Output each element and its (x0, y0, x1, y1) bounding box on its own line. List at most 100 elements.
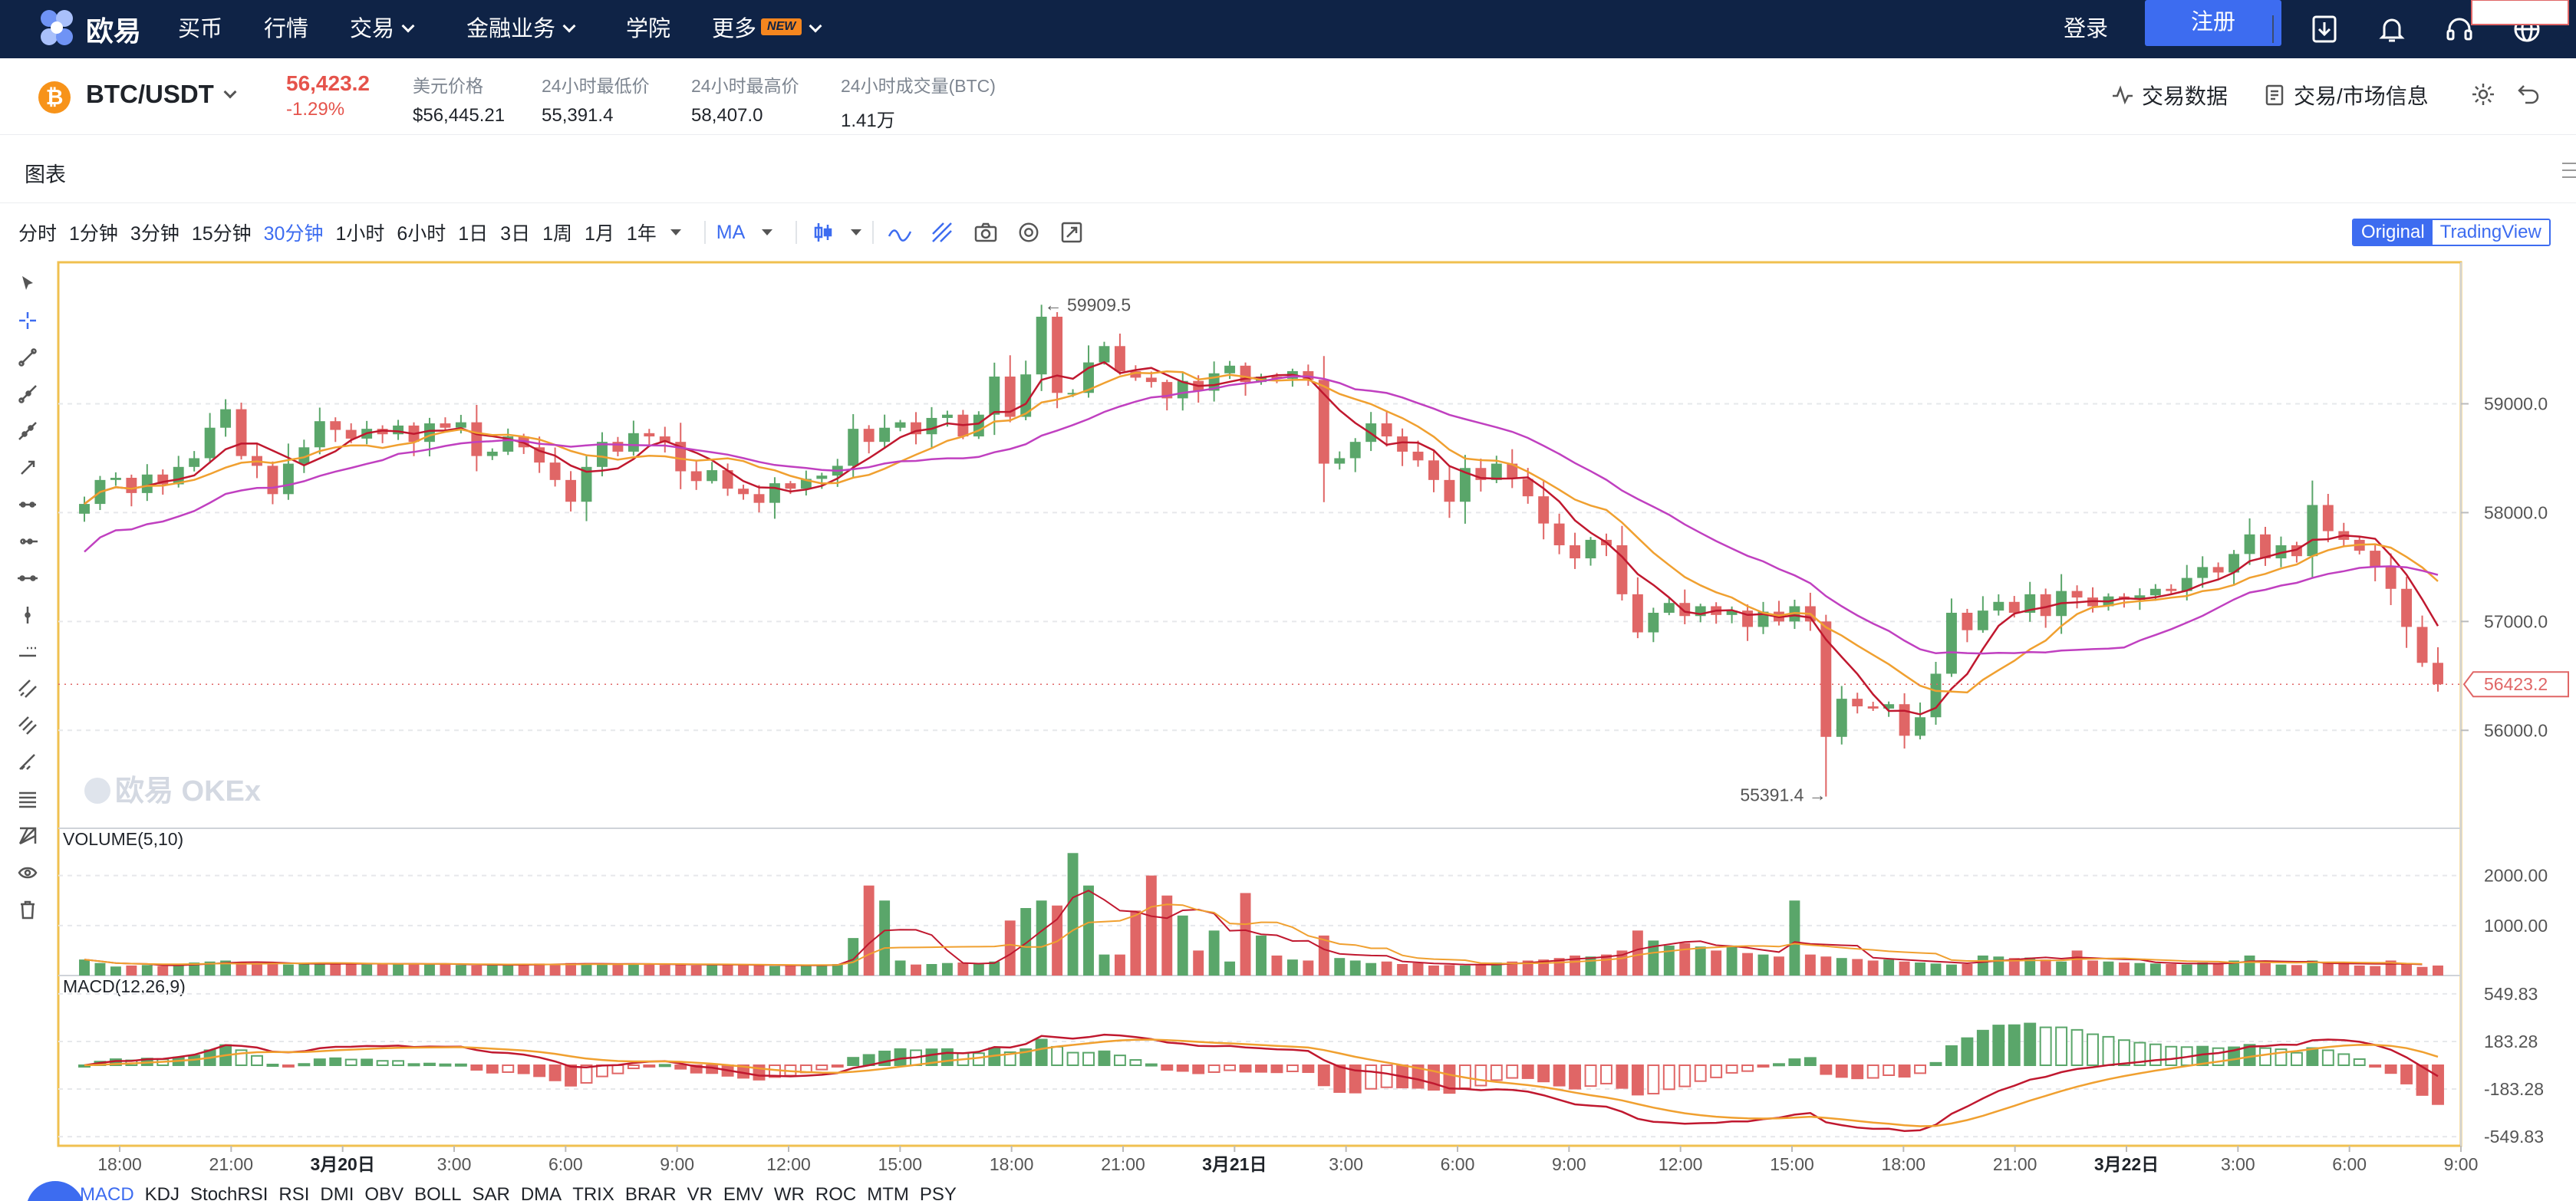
volume-bar (989, 961, 1000, 976)
price-line-icon[interactable] (8, 637, 48, 667)
indicator-tab-sar[interactable]: SAR (472, 1184, 510, 1201)
volume-bar (330, 964, 341, 976)
macd-histogram-bar (251, 1055, 263, 1066)
toolbar-divider (796, 221, 798, 244)
indicator-tab-rsi[interactable]: RSI (278, 1184, 310, 1201)
panel-menu-icon[interactable] (2562, 163, 2576, 183)
horizontal-line-icon[interactable] (8, 563, 48, 594)
indicator-tab-dmi[interactable]: DMI (320, 1184, 354, 1201)
nav-item-buy-crypto[interactable]: 买币 (178, 0, 222, 58)
camera-icon[interactable] (970, 217, 1001, 248)
trash-icon[interactable] (8, 894, 48, 925)
vertical-line-icon[interactable] (8, 600, 48, 630)
gear-icon[interactable] (2470, 81, 2496, 111)
nav-item-markets[interactable]: 行情 (264, 0, 308, 58)
volume-bar (298, 963, 310, 976)
interval-tick[interactable]: 分时 (18, 223, 58, 245)
interval-1m[interactable]: 1分钟 (69, 223, 118, 245)
market-info-link[interactable]: 交易/市场信息 (2263, 80, 2429, 110)
interval-1d[interactable]: 1日 (458, 223, 489, 245)
indicator-tab-macd[interactable]: MACD (80, 1184, 134, 1201)
interval-3d[interactable]: 3日 (500, 223, 531, 245)
fullscreen-icon[interactable] (1056, 217, 1087, 248)
macd-histogram-bar (1757, 1064, 1770, 1068)
line-chart-icon[interactable] (884, 217, 915, 248)
interval-6h[interactable]: 6小时 (397, 223, 446, 245)
indicator-tab-mtm[interactable]: MTM (867, 1184, 909, 1201)
ray-line-icon[interactable] (8, 379, 48, 410)
indicator-caret[interactable] (762, 229, 773, 235)
volume-bar (848, 938, 859, 976)
candle-body (644, 433, 655, 437)
indicator-tab-vr[interactable]: VR (687, 1184, 713, 1201)
candle-body (236, 409, 247, 456)
indicator-tab-wr[interactable]: WR (773, 1184, 805, 1201)
drawing-tools-icon[interactable] (927, 217, 958, 248)
nav-item-trade[interactable]: 交易 (350, 0, 415, 58)
volume-bar (220, 960, 232, 976)
view-original-button[interactable]: Original (2354, 220, 2433, 245)
volume-bar (1711, 950, 1722, 976)
nav-item-finance[interactable]: 金融业务 (466, 0, 576, 58)
parallel-channel-icon[interactable] (8, 673, 48, 704)
volume-bar (440, 964, 451, 976)
cursor-arrow-icon[interactable] (8, 268, 48, 299)
indicator-tab-stochrsi[interactable]: StochRSI (190, 1184, 268, 1201)
candle-body (1459, 468, 1471, 502)
interval-1h[interactable]: 1小时 (335, 223, 385, 245)
macd-histogram-bar (1883, 1064, 1896, 1076)
eye-icon[interactable] (8, 857, 48, 888)
crosshair-icon[interactable] (8, 305, 48, 336)
nav-item-more[interactable]: 更多 NEW (712, 0, 822, 58)
headset-icon[interactable] (2436, 6, 2482, 52)
candle-type-caret[interactable] (851, 229, 862, 235)
interval-1mo[interactable]: 1月 (584, 223, 614, 245)
login-link[interactable]: 登录 (2064, 17, 2109, 41)
fibonacci-icon[interactable] (8, 784, 48, 814)
indicator-tab-kdj[interactable]: KDJ (144, 1184, 180, 1201)
horizontal-segment-icon[interactable] (8, 489, 48, 520)
interval-more-caret[interactable] (670, 229, 681, 235)
extended-line-icon[interactable] (8, 416, 48, 446)
indicator-tab-brar[interactable]: BRAR (624, 1184, 677, 1201)
arrow-line-icon[interactable] (8, 452, 48, 483)
bell-icon[interactable] (2369, 6, 2415, 52)
indicator-tab-boll[interactable]: BOLL (414, 1184, 462, 1201)
view-tradingview-button[interactable]: TradingView (2432, 220, 2549, 245)
interval-30m[interactable]: 30分钟 (263, 223, 324, 245)
interval-3m[interactable]: 3分钟 (130, 223, 180, 245)
indicator-tab-trix[interactable]: TRIX (572, 1184, 614, 1201)
volume-bar (534, 963, 545, 976)
volume-bar (894, 960, 906, 976)
candle-type-icon[interactable] (808, 217, 838, 248)
register-button[interactable]: 注册 (2145, 0, 2281, 46)
horizontal-ray-icon[interactable] (8, 526, 48, 557)
indicator-tab-dma[interactable]: DMA (520, 1184, 562, 1201)
fork-lines-icon[interactable] (8, 747, 48, 778)
indicator-tab-roc[interactable]: ROC (815, 1184, 857, 1201)
pitchfork-icon[interactable] (8, 710, 48, 741)
indicator-tab-psy[interactable]: PSY (919, 1184, 957, 1201)
interval-15m[interactable]: 15分钟 (191, 223, 252, 245)
pair-selector[interactable]: BTC/USDT (86, 80, 214, 108)
volume-bar (2275, 964, 2287, 976)
undo-icon[interactable] (2516, 81, 2542, 111)
download-icon[interactable] (2301, 6, 2347, 52)
candle-body (1507, 463, 1518, 479)
volume-bar (2228, 960, 2240, 976)
gann-fan-icon[interactable] (8, 821, 48, 851)
trading-data-link[interactable]: 交易数据 (2111, 80, 2228, 110)
volume-bar (1412, 962, 1424, 976)
nav-item-academy[interactable]: 学院 (626, 0, 670, 58)
indicator-tab-obv[interactable]: OBV (364, 1184, 404, 1201)
interval-1w[interactable]: 1周 (542, 223, 572, 245)
brand-logo[interactable]: 欧易 (35, 5, 141, 54)
candle-body (1318, 380, 1329, 464)
trend-line-icon[interactable] (8, 342, 48, 373)
indicator-tab-emv[interactable]: EMV (723, 1184, 763, 1201)
interval-1y[interactable]: 1年 (626, 223, 657, 245)
indicator-select[interactable]: MA (716, 221, 746, 243)
macd-histogram-bar (1600, 1064, 1612, 1084)
chart-settings-icon[interactable] (1013, 217, 1044, 248)
